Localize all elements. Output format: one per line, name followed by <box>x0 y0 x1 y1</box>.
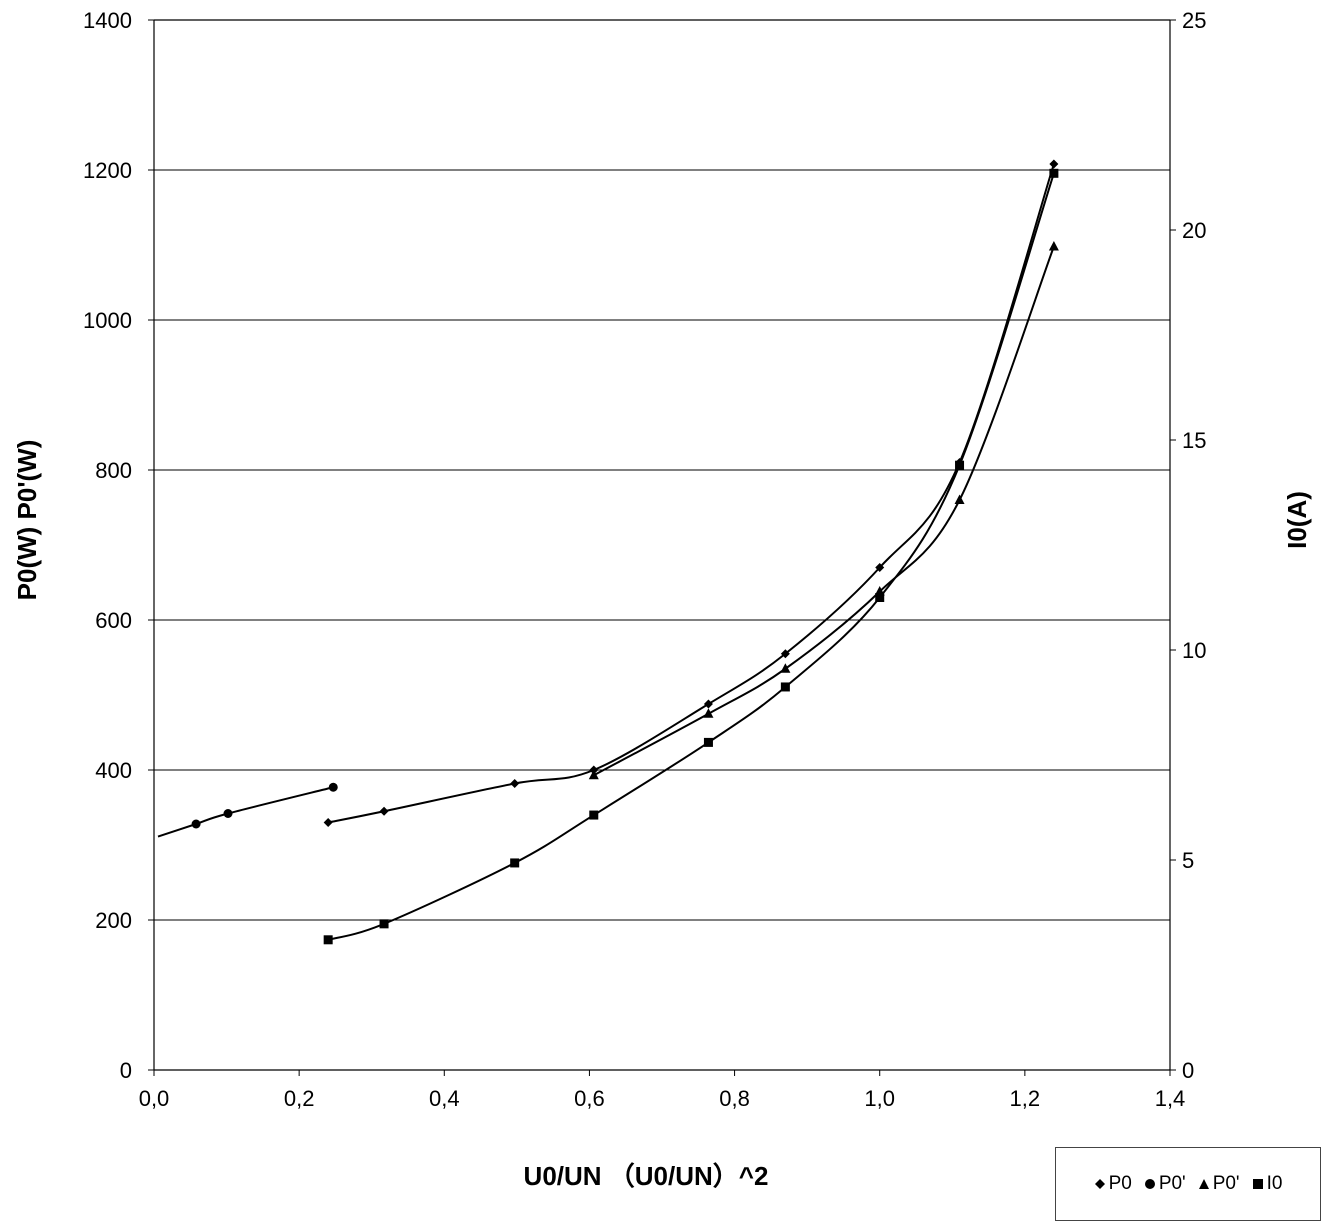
legend-label: P0' <box>1158 1173 1186 1194</box>
y2-tick-label: 5 <box>1182 848 1194 873</box>
y-tick-label: 400 <box>95 758 132 783</box>
x-tick-label: 1,0 <box>864 1086 895 1111</box>
legend-label: P0' <box>1212 1173 1240 1194</box>
tick-labels: 0 200 400 600 800 1000 1200 1400 0 5 10 15 20 25 0,0 0,… <box>83 8 1206 1111</box>
y2-tick-label: 0 <box>1182 1058 1194 1083</box>
data-point-square <box>703 737 713 747</box>
y-tick-label: 1400 <box>83 8 132 33</box>
series-line <box>593 246 1055 777</box>
x-tick-label: 0,6 <box>574 1086 605 1111</box>
data-point-square <box>379 919 389 929</box>
series-line <box>327 172 1055 941</box>
y2-tick-label: 15 <box>1182 428 1206 453</box>
legend-item-p0-prime-triangle: P0' <box>1198 1173 1240 1195</box>
data-point-diamond <box>703 699 713 709</box>
data-point-square <box>955 460 965 470</box>
y-tick-label: 600 <box>95 608 132 633</box>
legend-item-p0-prime-circle: P0' <box>1144 1173 1186 1195</box>
x-tick-label: 1,2 <box>1010 1086 1041 1111</box>
y-tick-label: 1000 <box>83 308 132 333</box>
data-point-diamond <box>379 806 389 816</box>
data-point-square <box>589 810 599 820</box>
data-point-triangle <box>1048 241 1059 251</box>
data-point-square <box>875 593 885 602</box>
data-point-square <box>780 682 790 692</box>
series-line <box>157 786 334 838</box>
data-point-circle <box>191 819 201 829</box>
y2-axis-title: I0(A) <box>1282 491 1312 549</box>
series-2 <box>588 241 1059 780</box>
y-axis-title: P0(W) P0'(W) <box>12 440 42 601</box>
data-point-diamond <box>323 818 333 827</box>
gridlines <box>154 169 1170 921</box>
y-tick-label: 800 <box>95 458 132 483</box>
y-tick-label: 1200 <box>83 158 132 183</box>
x-tick-label: 0,2 <box>284 1086 315 1111</box>
data-point-triangle <box>780 663 791 673</box>
y-tick-label: 200 <box>95 908 132 933</box>
diamond-marker-icon <box>1094 1179 1105 1189</box>
data-point-diamond <box>1049 159 1059 169</box>
data-point-square <box>1049 168 1059 178</box>
data-point-diamond <box>510 779 520 788</box>
data-point-triangle <box>954 494 965 504</box>
legend-item-i0: I0 <box>1252 1173 1283 1195</box>
x-tick-label: 1,4 <box>1155 1086 1186 1111</box>
data-point-circle <box>223 809 233 818</box>
series-layer <box>157 159 1059 945</box>
data-point-square <box>510 858 520 868</box>
y2-tick-label: 25 <box>1182 8 1206 33</box>
x-tick-label: 0,0 <box>139 1086 170 1111</box>
y2-tick-label: 20 <box>1182 218 1206 243</box>
x-tick-label: 0,4 <box>429 1086 460 1111</box>
data-point-diamond <box>875 563 885 572</box>
x-tick-label: 0,8 <box>719 1086 750 1111</box>
data-point-square <box>323 935 333 945</box>
series-1 <box>157 782 338 838</box>
axes <box>148 19 1176 1076</box>
circle-marker-icon <box>1144 1179 1155 1189</box>
legend-label: P0 <box>1108 1173 1132 1194</box>
legend-item-p0: P0 <box>1094 1173 1132 1195</box>
legend-label: I0 <box>1266 1173 1283 1194</box>
square-marker-icon <box>1252 1179 1263 1189</box>
data-point-triangle <box>703 708 714 718</box>
x-axis-title: U0/UN （U0/UN）^2 <box>524 1161 769 1191</box>
legend: P0 P0' P0' I0 <box>1055 1147 1321 1221</box>
series-3 <box>323 168 1059 945</box>
y-tick-label: 0 <box>120 1058 132 1083</box>
data-point-diamond <box>780 649 790 659</box>
data-point-circle <box>328 782 338 792</box>
triangle-marker-icon <box>1198 1179 1209 1189</box>
y2-tick-label: 10 <box>1182 638 1206 663</box>
data-point-triangle <box>588 769 599 780</box>
